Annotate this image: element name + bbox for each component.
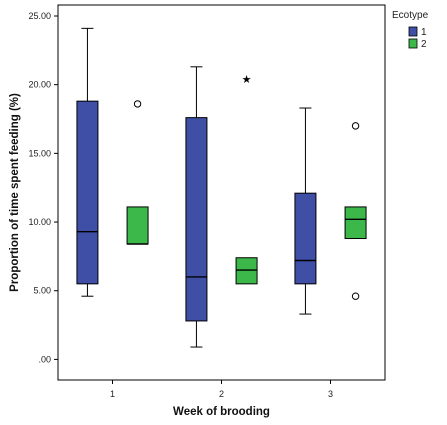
extreme-point: ★ (242, 74, 252, 86)
y-tick-label: 10.00 (28, 217, 51, 227)
box-plot-series-2-week-2: ★ (235, 74, 258, 285)
y-axis: .00 5.00 10.00 15.00 20.00 25.00 (28, 11, 58, 364)
legend: Ecotype 12 (392, 10, 429, 50)
box-plot-series-2-week-3 (344, 122, 367, 300)
x-axis-title: Week of brooding (173, 406, 270, 418)
outlier-point (133, 100, 142, 108)
y-tick-label: 15.00 (28, 148, 51, 158)
x-tick-label: 2 (219, 389, 224, 399)
y-tick-label: 25.00 (28, 11, 51, 21)
box (294, 192, 317, 285)
box-series: ★ (76, 27, 367, 348)
box-plot-series-1-week-2 (185, 66, 208, 348)
outlier-point (351, 122, 360, 130)
outlier-point (351, 292, 360, 300)
y-tick-label: 20.00 (28, 80, 51, 90)
legend-swatch (408, 38, 418, 49)
plot-area (57, 4, 386, 381)
box-plot-series-1-week-1 (76, 27, 99, 297)
y-tick-label: .00 (38, 354, 51, 364)
x-tick-label: 1 (110, 389, 115, 399)
box (76, 100, 99, 285)
x-axis: 1 2 3 (110, 380, 333, 399)
legend-title: Ecotype (392, 10, 429, 21)
legend-label: 1 (421, 27, 427, 38)
y-axis-title: Proportion of time spent feeding (%) (9, 93, 21, 292)
y-tick-label: 5.00 (33, 286, 51, 296)
box (185, 117, 208, 322)
x-tick-label: 3 (328, 389, 333, 399)
legend-swatch (408, 26, 418, 37)
plot-frame (57, 4, 386, 381)
box (344, 206, 367, 240)
box (126, 206, 149, 245)
box-plot-series-2-week-1 (126, 100, 149, 245)
legend-label: 2 (421, 39, 427, 50)
box-plot-series-1-week-3 (294, 107, 317, 315)
